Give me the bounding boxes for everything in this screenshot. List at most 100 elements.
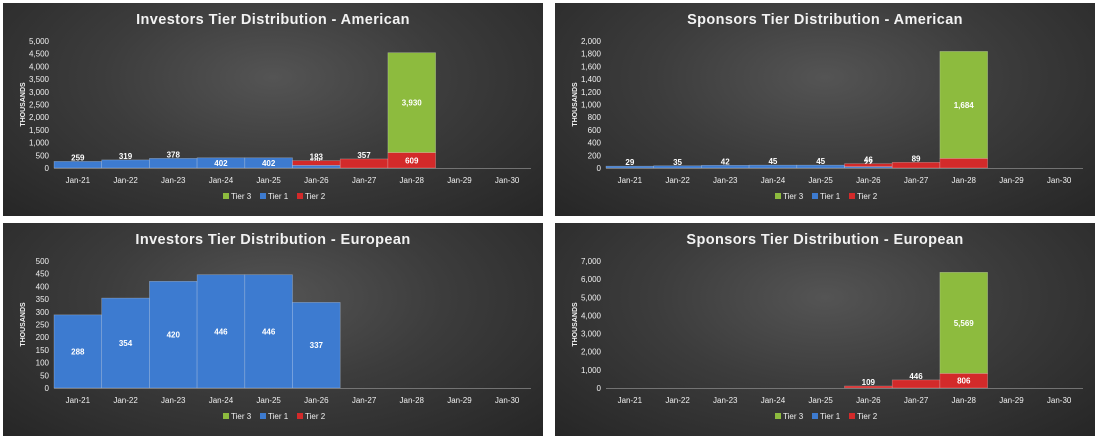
bar-tier1-jan-24 xyxy=(196,274,246,389)
x-tick-label: Jan-23 xyxy=(161,396,186,405)
y-tick-label: 500 xyxy=(36,151,50,160)
y-tick-label: 2,000 xyxy=(581,348,602,357)
x-tick-label: Jan-27 xyxy=(904,176,929,185)
chart-sponsors-american: Sponsors Tier Distribution - American THO… xyxy=(555,3,1095,216)
y-tick-label: 1,800 xyxy=(581,50,602,59)
y-tick-label: 2,500 xyxy=(29,101,50,110)
y-tick-label: 450 xyxy=(36,270,50,279)
y-tick-label: 4,000 xyxy=(581,311,602,320)
x-tick-label: Jan-21 xyxy=(618,396,643,405)
x-tick-label: Jan-24 xyxy=(209,176,234,185)
data-label: 5,569 xyxy=(954,319,975,328)
bar-tier1-jan-23 xyxy=(149,158,198,169)
chart-sponsors-european: Sponsors Tier Distribution - European THO… xyxy=(555,223,1095,436)
x-tick-label: Jan-27 xyxy=(352,396,377,405)
data-label: 45 xyxy=(816,157,825,166)
x-tick-label: Jan-29 xyxy=(999,396,1024,405)
y-axis-label: THOUSANDS xyxy=(20,82,27,127)
x-tick-label: Jan-21 xyxy=(66,176,91,185)
x-tick-label: Jan-23 xyxy=(161,176,186,185)
bar-tier2-jan-27 xyxy=(891,379,941,389)
x-tick-label: Jan-30 xyxy=(1047,176,1072,185)
y-axis-label: THOUSANDS xyxy=(572,302,579,347)
x-tick-label: Jan-25 xyxy=(256,396,281,405)
bar-tier1-jan-22 xyxy=(101,159,150,169)
x-tick-label: Jan-26 xyxy=(304,176,329,185)
x-tick-label: Jan-30 xyxy=(1047,396,1072,405)
bar-tier1-jan-22 xyxy=(101,297,150,389)
data-label: 22 xyxy=(864,159,873,168)
x-tick-label: Jan-30 xyxy=(495,176,520,185)
data-label: 109 xyxy=(862,378,876,387)
x-tick-label: Jan-24 xyxy=(209,396,234,405)
data-label: 29 xyxy=(625,158,634,167)
data-label: 446 xyxy=(909,372,923,381)
x-tick-label: Jan-22 xyxy=(113,396,138,405)
data-label: 1,684 xyxy=(954,101,975,110)
chart-investors-european: Investors Tier Distribution - European TH… xyxy=(3,223,543,436)
legend-swatch xyxy=(849,193,855,199)
legend-swatch xyxy=(260,413,266,419)
data-label: 354 xyxy=(119,339,133,348)
legend-label: Tier 1 xyxy=(820,192,841,201)
y-tick-label: 500 xyxy=(36,257,50,266)
y-tick-label: 100 xyxy=(36,359,50,368)
data-label: 609 xyxy=(405,156,419,165)
x-tick-label: Jan-28 xyxy=(952,176,977,185)
y-tick-label: 200 xyxy=(588,151,602,160)
y-tick-label: 600 xyxy=(588,126,602,135)
y-tick-label: 0 xyxy=(45,384,50,393)
legend-swatch xyxy=(775,193,781,199)
y-tick-label: 2,000 xyxy=(581,37,602,46)
y-tick-label: 1,500 xyxy=(29,126,50,135)
y-tick-label: 4,500 xyxy=(29,50,50,59)
x-tick-label: Jan-25 xyxy=(808,396,833,405)
chart-svg: Sponsors Tier Distribution - European THO… xyxy=(572,232,1083,421)
bar-tier2-jan-28 xyxy=(939,158,988,169)
y-tick-label: 350 xyxy=(36,295,50,304)
legend-label: Tier 3 xyxy=(783,412,804,421)
y-tick-label: 0 xyxy=(597,384,602,393)
data-label: 378 xyxy=(167,150,181,159)
y-tick-label: 3,000 xyxy=(29,88,50,97)
y-tick-label: 5,000 xyxy=(29,37,50,46)
bar-tier2-jan-27 xyxy=(339,158,389,169)
chart-title: Sponsors Tier Distribution - European xyxy=(686,232,963,248)
y-tick-label: 4,000 xyxy=(29,62,50,71)
x-tick-label: Jan-30 xyxy=(495,396,520,405)
x-tick-label: Jan-25 xyxy=(808,176,833,185)
y-tick-label: 6,000 xyxy=(581,275,602,284)
x-tick-label: Jan-22 xyxy=(113,176,138,185)
chart-title: Investors Tier Distribution - American xyxy=(136,12,410,28)
legend-label: Tier 1 xyxy=(268,192,289,201)
chart-svg: Sponsors Tier Distribution - American THO… xyxy=(572,12,1083,201)
legend-swatch xyxy=(775,413,781,419)
legend-swatch xyxy=(849,413,855,419)
x-tick-label: Jan-26 xyxy=(304,396,329,405)
legend-label: Tier 1 xyxy=(268,412,289,421)
legend-swatch xyxy=(297,193,303,199)
x-tick-label: Jan-27 xyxy=(352,176,377,185)
y-tick-label: 7,000 xyxy=(581,257,602,266)
legend-swatch xyxy=(812,193,818,199)
y-tick-label: 800 xyxy=(588,113,602,122)
x-tick-label: Jan-26 xyxy=(856,396,881,405)
x-tick-label: Jan-25 xyxy=(256,176,281,185)
x-tick-label: Jan-24 xyxy=(761,396,786,405)
y-tick-label: 250 xyxy=(36,321,50,330)
data-label: 259 xyxy=(71,153,85,162)
data-label: 89 xyxy=(912,154,921,163)
legend-label: Tier 3 xyxy=(231,192,252,201)
x-tick-label: Jan-23 xyxy=(713,396,738,405)
legend-label: Tier 2 xyxy=(857,192,878,201)
data-label: 46 xyxy=(864,156,873,165)
data-label: 42 xyxy=(721,157,730,166)
x-tick-label: Jan-21 xyxy=(66,396,91,405)
chart-title: Investors Tier Distribution - European xyxy=(135,232,410,248)
y-tick-label: 50 xyxy=(40,371,49,380)
x-tick-label: Jan-22 xyxy=(665,176,690,185)
chart-svg: Investors Tier Distribution - European TH… xyxy=(20,232,531,421)
y-tick-label: 400 xyxy=(36,282,50,291)
y-tick-label: 1,000 xyxy=(581,366,602,375)
legend-swatch xyxy=(260,193,266,199)
